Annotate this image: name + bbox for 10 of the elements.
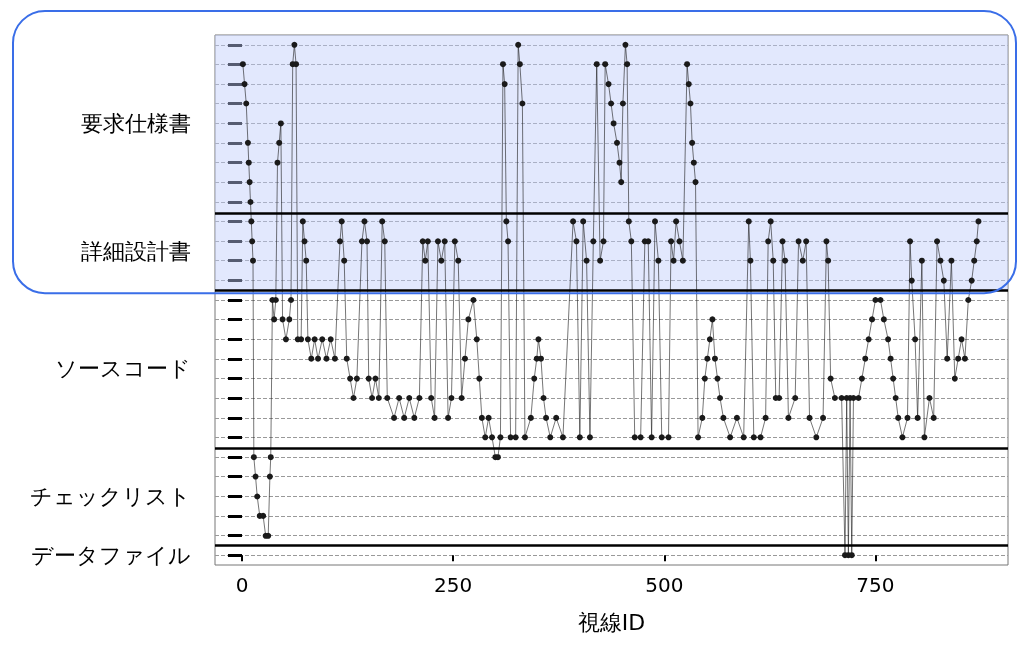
text: チェックリスト	[30, 483, 191, 509]
text: 詳細設計書	[81, 238, 191, 264]
x-tick-label: 0	[235, 573, 249, 597]
x-tick-label: 750	[856, 573, 895, 597]
text: ソースコード	[55, 356, 191, 382]
text: 要求仕様書	[81, 110, 191, 136]
x-axis-title: 視線ID	[577, 609, 646, 635]
x-tick-label: 500	[645, 573, 684, 597]
x-tick-label: 250	[434, 573, 473, 597]
text: データファイル	[31, 542, 191, 568]
